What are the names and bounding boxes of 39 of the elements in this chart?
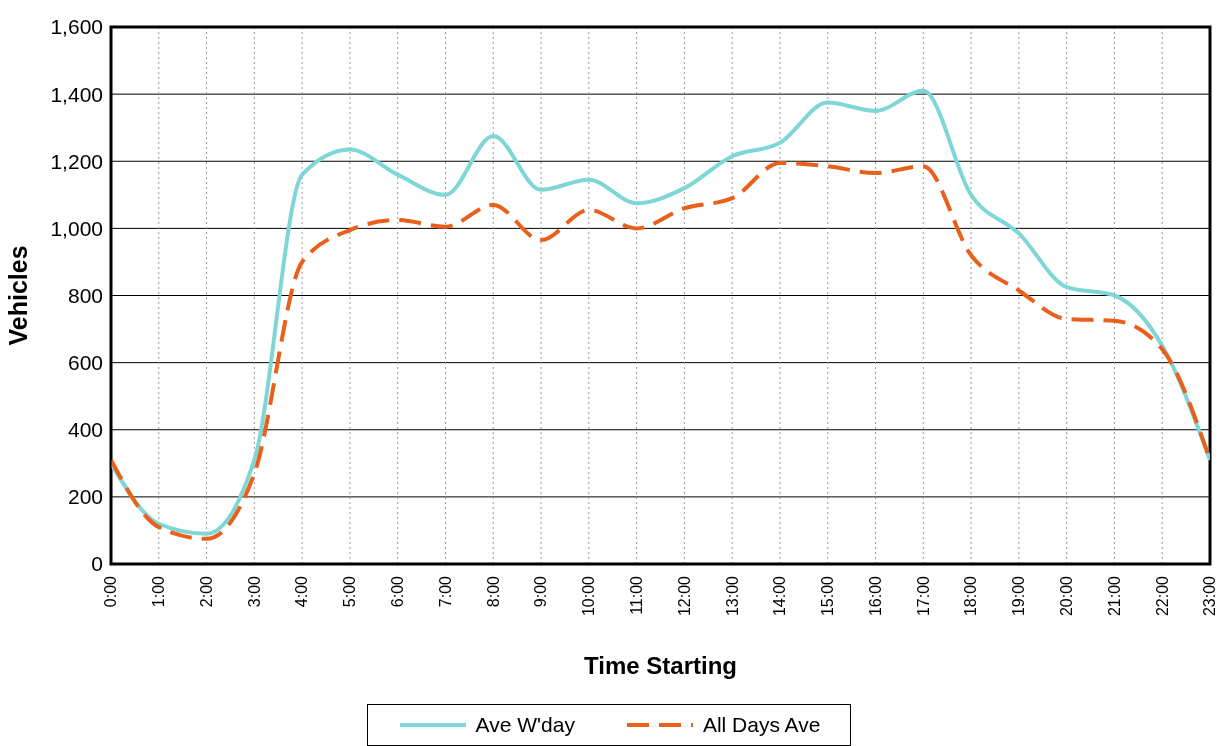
y-tick-label: 200 — [67, 485, 103, 509]
y-axis-title: Vehicles — [3, 245, 32, 346]
legend-label: All Days Ave — [702, 713, 821, 737]
x-axis-title: Time Starting — [584, 652, 737, 679]
y-tick-label: 1,200 — [50, 149, 103, 173]
x-tick-label: 9:00 — [532, 575, 550, 608]
x-tick-label: 8:00 — [484, 575, 502, 608]
x-tick-label: 3:00 — [245, 575, 263, 608]
x-tick-label: 19:00 — [1010, 575, 1028, 617]
x-tick-label: 22:00 — [1153, 575, 1171, 617]
y-tick-label: 1,600 — [50, 15, 103, 39]
x-tick-label: 2:00 — [197, 575, 215, 608]
legend-label: Ave W'day — [475, 713, 575, 737]
y-tick-label: 0 — [91, 552, 103, 576]
line-series — [111, 88, 1210, 536]
x-tick-label: 14:00 — [771, 575, 789, 617]
x-tick-label: 21:00 — [1105, 575, 1123, 617]
x-tick-label: 0:00 — [102, 575, 120, 608]
y-tick-label: 400 — [67, 418, 103, 442]
y-tick-label: 600 — [67, 351, 103, 375]
y-tick-label: 800 — [67, 283, 103, 307]
line-series — [111, 160, 1210, 541]
x-tick-label: 5:00 — [341, 575, 359, 608]
y-tick-label: 1,400 — [50, 82, 103, 106]
x-tick-label: 13:00 — [723, 575, 741, 617]
x-tick-label: 16:00 — [866, 575, 884, 617]
x-tick-label: 20:00 — [1058, 575, 1076, 617]
x-tick-label: 4:00 — [293, 575, 311, 608]
x-tick-label: 1:00 — [150, 575, 168, 608]
y-tick-label: 1,000 — [50, 216, 103, 240]
x-tick-label: 10:00 — [580, 575, 598, 617]
x-tick-label: 23:00 — [1201, 575, 1219, 617]
x-tick-label: 11:00 — [627, 575, 645, 615]
x-tick-label: 15:00 — [819, 575, 837, 617]
x-tick-label: 12:00 — [675, 575, 693, 617]
x-tick-label: 18:00 — [962, 575, 980, 617]
x-tick-label: 7:00 — [436, 575, 454, 608]
x-tick-label: 6:00 — [389, 575, 407, 608]
x-tick-label: 17:00 — [914, 575, 932, 617]
